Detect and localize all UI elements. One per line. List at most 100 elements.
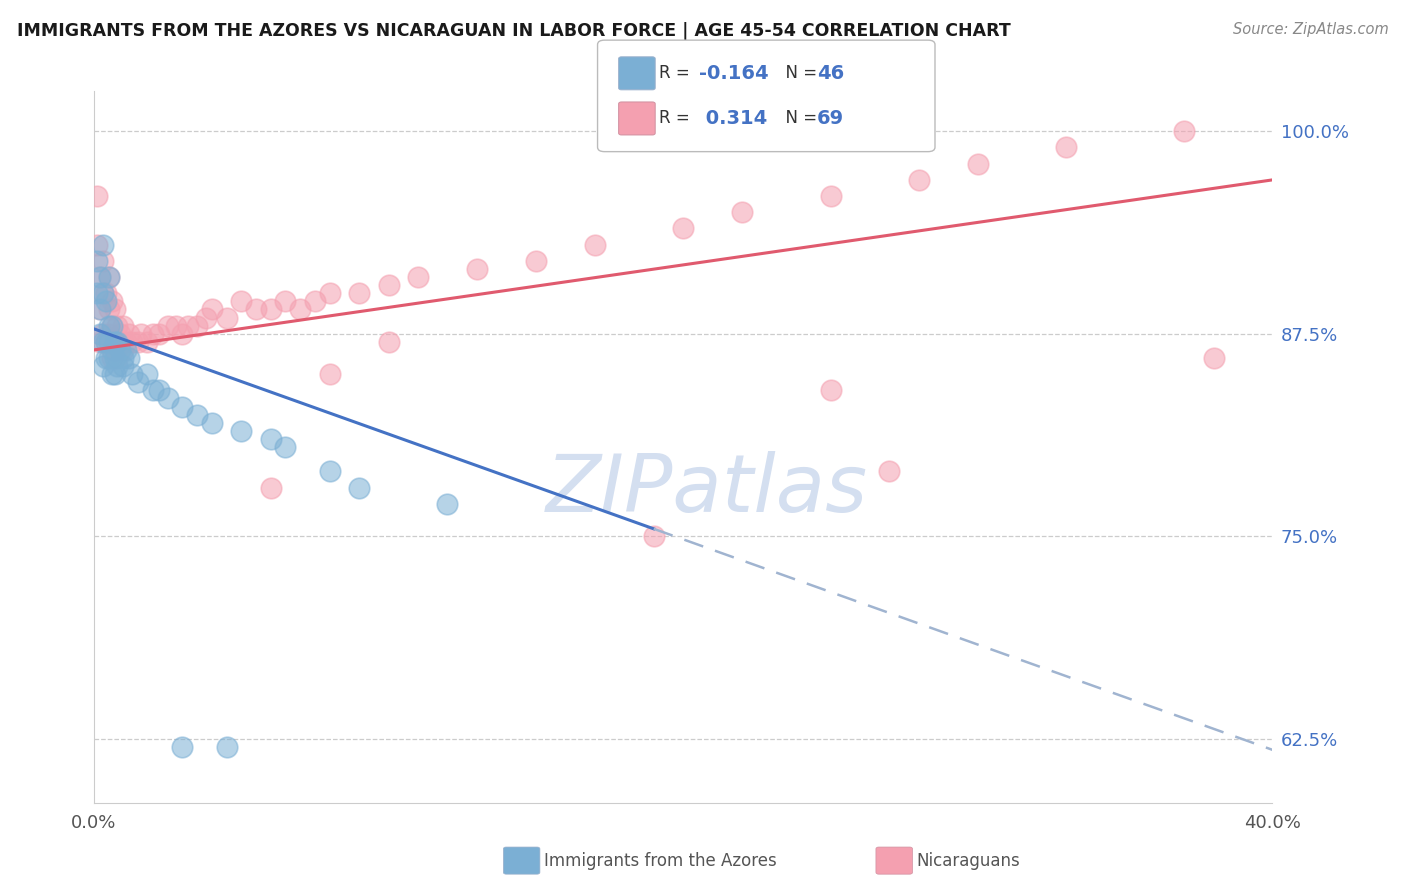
Point	[100, 367, 122, 381]
Point	[97, 351, 120, 365]
Point	[107, 318, 129, 333]
Point	[1202, 351, 1225, 365]
Point	[318, 286, 340, 301]
Point	[112, 343, 135, 357]
Text: N =: N =	[775, 110, 823, 128]
Point	[231, 424, 253, 438]
Point	[112, 318, 135, 333]
Point	[908, 173, 931, 187]
Point	[127, 376, 149, 390]
Point	[347, 286, 370, 301]
Point	[118, 351, 141, 365]
Text: R =: R =	[659, 110, 696, 128]
Point	[89, 334, 111, 349]
Text: Nicaraguans: Nicaraguans	[917, 852, 1021, 870]
Point	[436, 497, 458, 511]
Text: 46: 46	[817, 64, 844, 83]
Point	[1173, 124, 1195, 138]
Point	[110, 343, 132, 357]
Point	[524, 253, 547, 268]
Point	[89, 270, 111, 285]
Point	[245, 302, 267, 317]
Point	[97, 334, 120, 349]
Point	[215, 310, 238, 325]
Point	[110, 326, 132, 341]
Point	[100, 318, 122, 333]
Text: IMMIGRANTS FROM THE AZORES VS NICARAGUAN IN LABOR FORCE | AGE 45-54 CORRELATION : IMMIGRANTS FROM THE AZORES VS NICARAGUAN…	[17, 22, 1011, 40]
Point	[583, 237, 606, 252]
Point	[103, 367, 125, 381]
Point	[377, 334, 399, 349]
Point	[103, 343, 125, 357]
Point	[107, 334, 129, 349]
Point	[89, 270, 111, 285]
Point	[820, 384, 842, 398]
Point	[148, 384, 170, 398]
Point	[118, 326, 141, 341]
Point	[100, 318, 122, 333]
Text: 0.314: 0.314	[699, 109, 768, 128]
Point	[142, 326, 165, 341]
Point	[201, 302, 224, 317]
Point	[89, 326, 111, 341]
Point	[672, 221, 695, 235]
Point	[156, 318, 179, 333]
Point	[304, 294, 326, 309]
Point	[377, 278, 399, 293]
Point	[94, 351, 117, 365]
Text: Immigrants from the Azores: Immigrants from the Azores	[544, 852, 778, 870]
Point	[94, 286, 117, 301]
Point	[186, 318, 208, 333]
Point	[966, 157, 988, 171]
Point	[347, 481, 370, 495]
Point	[121, 367, 143, 381]
Point	[121, 334, 143, 349]
Point	[86, 253, 108, 268]
Point	[260, 481, 283, 495]
Text: Source: ZipAtlas.com: Source: ZipAtlas.com	[1233, 22, 1389, 37]
Point	[112, 359, 135, 373]
Point	[91, 286, 114, 301]
Point	[94, 334, 117, 349]
Point	[136, 367, 159, 381]
Point	[465, 261, 488, 276]
Point	[231, 294, 253, 309]
Point	[194, 310, 217, 325]
Point	[107, 351, 129, 365]
Point	[103, 334, 125, 349]
Point	[172, 739, 194, 754]
Point	[148, 326, 170, 341]
Point	[100, 343, 122, 357]
Point	[94, 334, 117, 349]
Point	[172, 326, 194, 341]
Point	[129, 326, 152, 341]
Point	[260, 302, 283, 317]
Point	[115, 343, 138, 357]
Point	[86, 189, 108, 203]
Point	[274, 440, 297, 454]
Point	[165, 318, 187, 333]
Point	[318, 464, 340, 478]
Point	[91, 253, 114, 268]
Point	[91, 237, 114, 252]
Point	[91, 334, 114, 349]
Point	[260, 432, 283, 446]
Point	[406, 270, 429, 285]
Point	[318, 367, 340, 381]
Point	[97, 326, 120, 341]
Point	[97, 270, 120, 285]
Point	[186, 408, 208, 422]
Point	[288, 302, 311, 317]
Text: N =: N =	[775, 64, 823, 82]
Point	[97, 270, 120, 285]
Point	[100, 351, 122, 365]
Text: R =: R =	[659, 64, 696, 82]
Point	[879, 464, 901, 478]
Point	[274, 294, 297, 309]
Point	[107, 359, 129, 373]
Point	[103, 302, 125, 317]
Text: ZIPatlas: ZIPatlas	[546, 450, 868, 529]
Point	[89, 302, 111, 317]
Point	[115, 334, 138, 349]
Point	[156, 392, 179, 406]
